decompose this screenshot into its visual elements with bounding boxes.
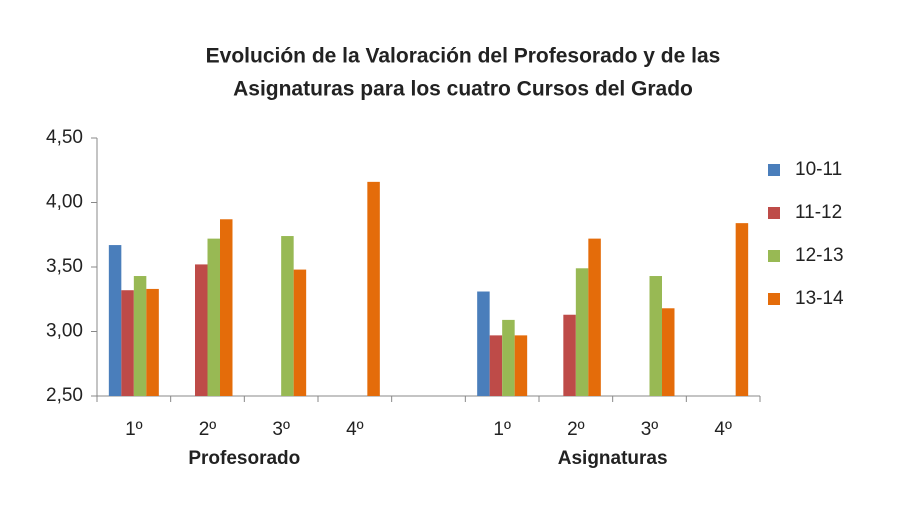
bar xyxy=(108,245,122,396)
bar xyxy=(477,291,490,396)
bar xyxy=(489,335,503,396)
bar xyxy=(281,236,294,396)
legend-label: 10-11 xyxy=(795,159,842,180)
x-tick-label: 4º xyxy=(714,419,732,440)
y-tick-label: 4,00 xyxy=(46,192,83,213)
x-tick-label: 1º xyxy=(125,419,143,440)
bar xyxy=(293,269,307,396)
bar xyxy=(220,219,233,396)
legend-label: 11-12 xyxy=(795,202,842,223)
legend-swatch xyxy=(768,164,780,176)
x-tick-label: 1º xyxy=(493,419,511,440)
x-tick-label: 4º xyxy=(346,419,364,440)
bar xyxy=(367,181,380,396)
bar xyxy=(133,276,147,396)
y-tick-label: 2,50 xyxy=(46,385,83,406)
legend-swatch xyxy=(768,207,780,219)
bar xyxy=(649,276,662,396)
legend-label: 12-13 xyxy=(795,245,844,266)
y-tick-label: 3,50 xyxy=(46,256,83,277)
x-tick-label: 2º xyxy=(199,419,217,440)
bar xyxy=(121,290,134,396)
legend-label: 13-14 xyxy=(795,288,844,309)
bar xyxy=(575,268,589,396)
bar xyxy=(514,335,528,396)
x-tick-label: 3º xyxy=(272,419,290,440)
bar xyxy=(502,319,515,396)
chart-title: Asignaturas para los cuatro Cursos del G… xyxy=(233,78,693,101)
group-label: Asignaturas xyxy=(558,448,668,469)
x-tick-label: 3º xyxy=(641,419,659,440)
bar xyxy=(662,308,675,396)
y-tick-label: 4,50 xyxy=(46,127,83,148)
bar xyxy=(588,238,601,396)
x-tick-label: 2º xyxy=(567,419,585,440)
bar xyxy=(146,288,159,396)
bar xyxy=(207,238,220,396)
y-tick-label: 3,00 xyxy=(46,321,83,342)
group-label: Profesorado xyxy=(188,448,300,469)
legend-swatch xyxy=(768,293,780,305)
chart-title: Evolución de la Valoración del Profesora… xyxy=(206,45,721,68)
bar xyxy=(195,264,208,396)
bar xyxy=(735,223,749,396)
bar xyxy=(563,314,576,396)
legend-swatch xyxy=(768,250,780,262)
